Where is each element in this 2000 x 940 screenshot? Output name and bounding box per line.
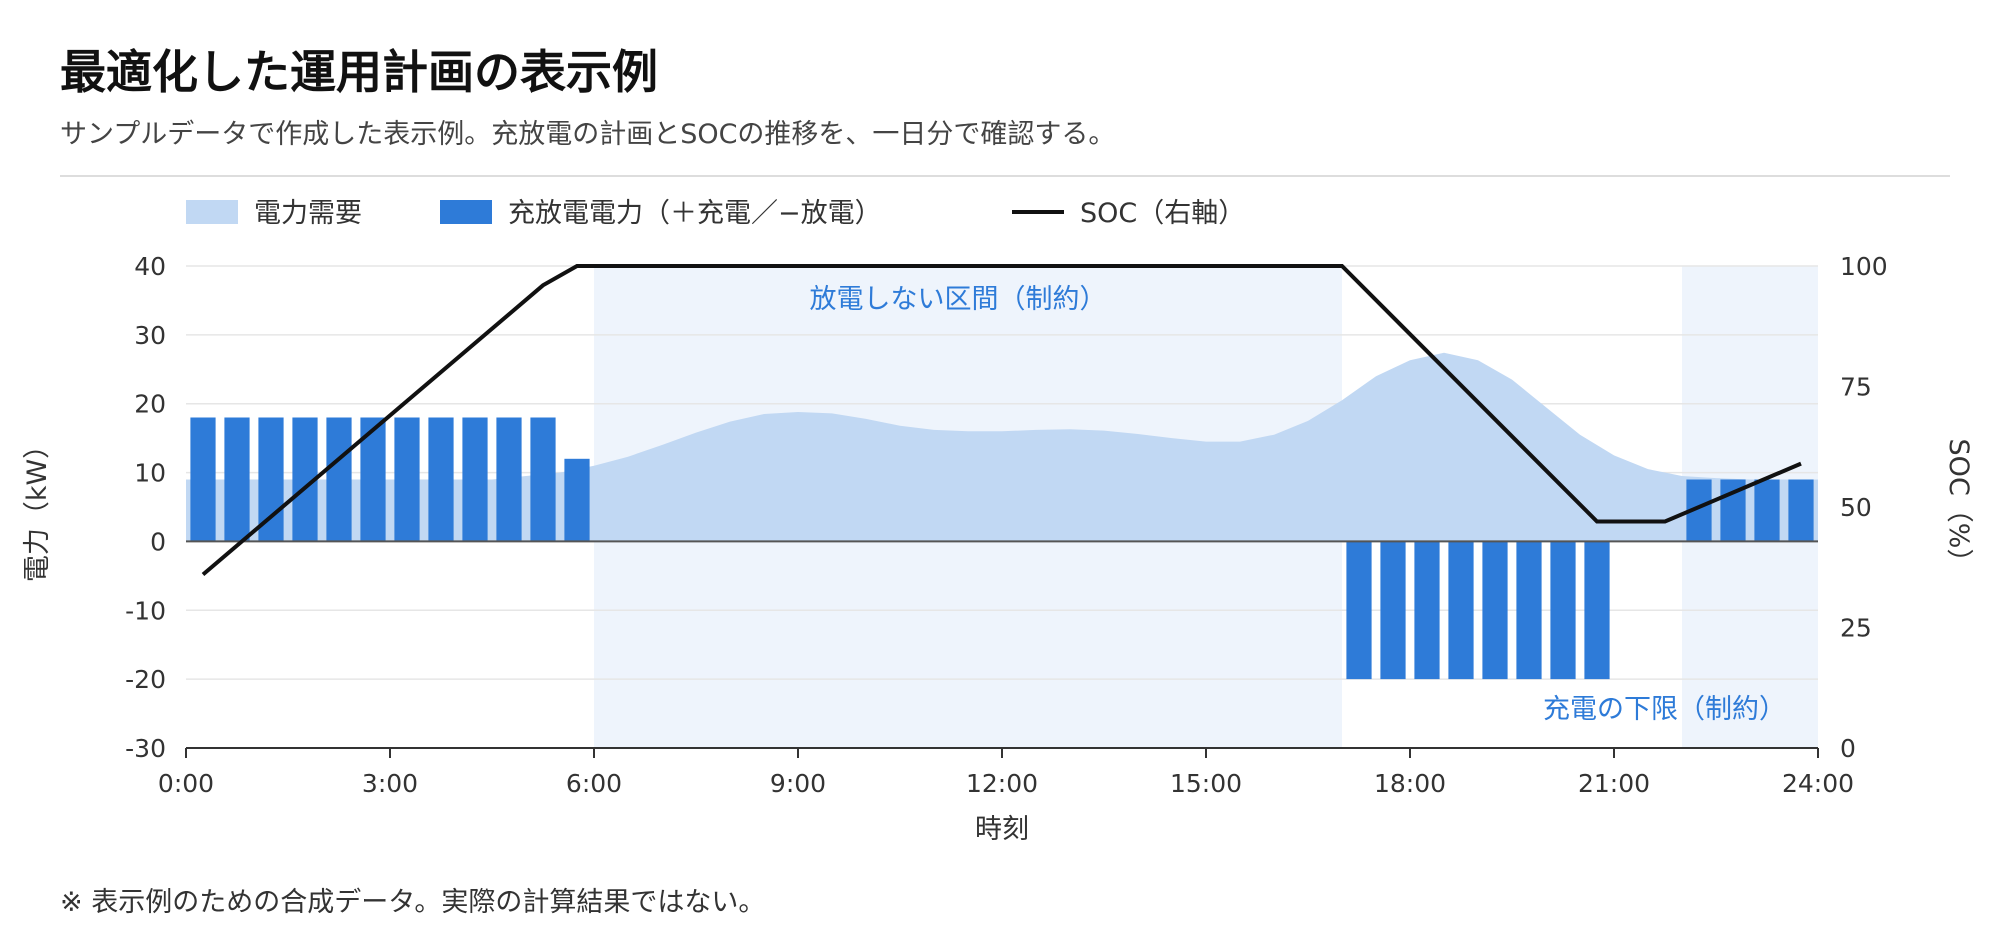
charge-bar	[1448, 541, 1474, 680]
charge-bar	[1346, 541, 1372, 680]
charge-bar	[1482, 541, 1508, 680]
x-tick-label: 18:00	[1374, 769, 1446, 798]
y-left-tick-label: 0	[150, 527, 166, 556]
axes: 0:00 3:00 6:00 9:00 12:00 15:00 18:00 21:00 24:0…	[125, 252, 1888, 798]
y-right-tick-label: 0	[1840, 734, 1856, 763]
charge-bar	[190, 417, 216, 542]
x-axis-title: 時刻	[975, 814, 1029, 845]
y-left-tick-label: -20	[125, 665, 166, 694]
x-tick-label: 15:00	[1170, 769, 1242, 798]
legend: 電力需要 充放電電力（＋充電／−放電） SOC（右軸）	[186, 198, 1245, 229]
y-left-tick-label: -10	[125, 596, 166, 625]
y-right-tick-label: 25	[1840, 614, 1872, 643]
footnote: ※ 表示例のための合成データ。実際の計算結果ではない。	[60, 887, 766, 918]
demand-area	[186, 352, 1818, 542]
charge-bar	[1516, 541, 1542, 680]
y-right-tick-label: 100	[1840, 252, 1888, 281]
legend-label-soc: SOC（右軸）	[1080, 198, 1245, 229]
charge-bar	[1584, 541, 1610, 680]
x-tick-label: 21:00	[1578, 769, 1650, 798]
y-left-tick-label: 10	[134, 459, 166, 488]
charge-bar	[394, 417, 420, 542]
y-right-tick-label: 50	[1840, 493, 1872, 522]
y-left-tick-label: 40	[134, 252, 166, 281]
demand-area-layer	[186, 352, 1818, 542]
charge-bar	[462, 417, 488, 542]
axis-labels: 時刻 電力（kW） SOC（%） 放電しない区間（制約） 充電の下限（制約）	[22, 284, 1974, 845]
charge-bar	[326, 417, 352, 542]
charge-bar	[1754, 479, 1780, 542]
charge-bar	[1414, 541, 1440, 680]
charge-bar	[496, 417, 522, 542]
legend-label-demand: 電力需要	[254, 198, 362, 229]
soc-line	[201, 264, 1802, 577]
x-tick-label: 12:00	[966, 769, 1038, 798]
charge-bar	[1788, 479, 1814, 542]
legend-label-charge: 充放電電力（＋充電／−放電）	[508, 198, 882, 229]
y-left-tick-label: 30	[134, 321, 166, 350]
charge-bar	[258, 417, 284, 542]
charge-bar	[564, 458, 590, 542]
charge-bars-layer	[190, 417, 1814, 680]
y-left-axis-title: 電力（kW）	[22, 432, 53, 582]
annotation-no-discharge: 放電しない区間（制約）	[810, 284, 1107, 315]
x-tick-label: 6:00	[566, 769, 622, 798]
y-left-tick-label: -30	[125, 734, 166, 763]
page-title: 最適化した運用計画の表示例	[60, 45, 658, 99]
charge-bar	[428, 417, 454, 542]
x-tick-label: 9:00	[770, 769, 826, 798]
annotation-charge-floor: 充電の下限（制約）	[1543, 694, 1786, 725]
page-subtitle: サンプルデータで作成した表示例。充放電の計画とSOCの推移を、一日分で確認する。	[60, 119, 1116, 150]
divider	[60, 175, 1950, 177]
y-left-tick-label: 20	[134, 390, 166, 419]
charge-bar	[530, 417, 556, 542]
charge-bar	[1380, 541, 1406, 680]
charge-bar	[1550, 541, 1576, 680]
soc-line-layer	[201, 264, 1802, 577]
x-tick-label: 3:00	[362, 769, 418, 798]
legend-swatch-charge	[440, 200, 492, 224]
y-right-tick-label: 75	[1840, 373, 1872, 402]
x-tick-label: 0:00	[158, 769, 214, 798]
y-right-axis-title: SOC（%）	[1943, 439, 1974, 576]
legend-swatch-demand	[186, 200, 238, 224]
charge-bar	[224, 417, 250, 542]
x-tick-label: 24:00	[1782, 769, 1854, 798]
